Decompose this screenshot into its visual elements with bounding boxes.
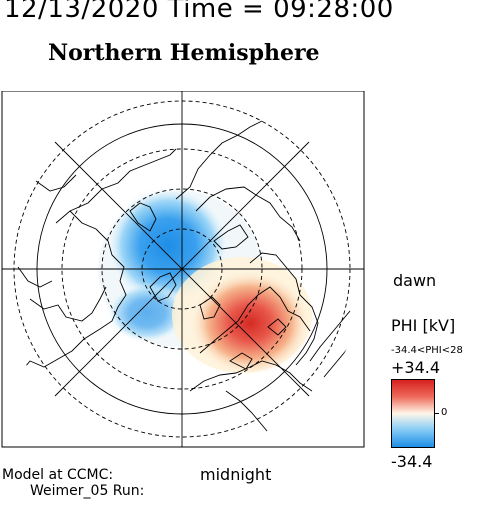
polar-map-svg (1, 90, 365, 448)
meridian-lines (2, 91, 364, 447)
legend-zero-label: 0 (441, 407, 448, 418)
polar-map (0, 90, 366, 454)
legend-title: PHI [kV] (391, 316, 456, 335)
legend-zero-tick (435, 413, 439, 414)
color-scale-bar (391, 379, 435, 448)
dawn-label: dawn (393, 271, 437, 290)
footer-run-label: Weimer_05 Run: (30, 483, 145, 499)
plot-title: Northern Hemisphere (48, 40, 320, 66)
footer-model-label: Model at CCMC: (2, 467, 114, 483)
legend-min-label: -34.4 (391, 452, 433, 471)
legend-range-text: -34.4<PHI<28 (391, 345, 463, 356)
date-time-header: 12/13/2020 Time = 09:28:00 (4, 0, 394, 24)
midnight-label: midnight (200, 465, 272, 484)
coastlines (9, 120, 353, 438)
legend-max-label: +34.4 (391, 358, 441, 377)
